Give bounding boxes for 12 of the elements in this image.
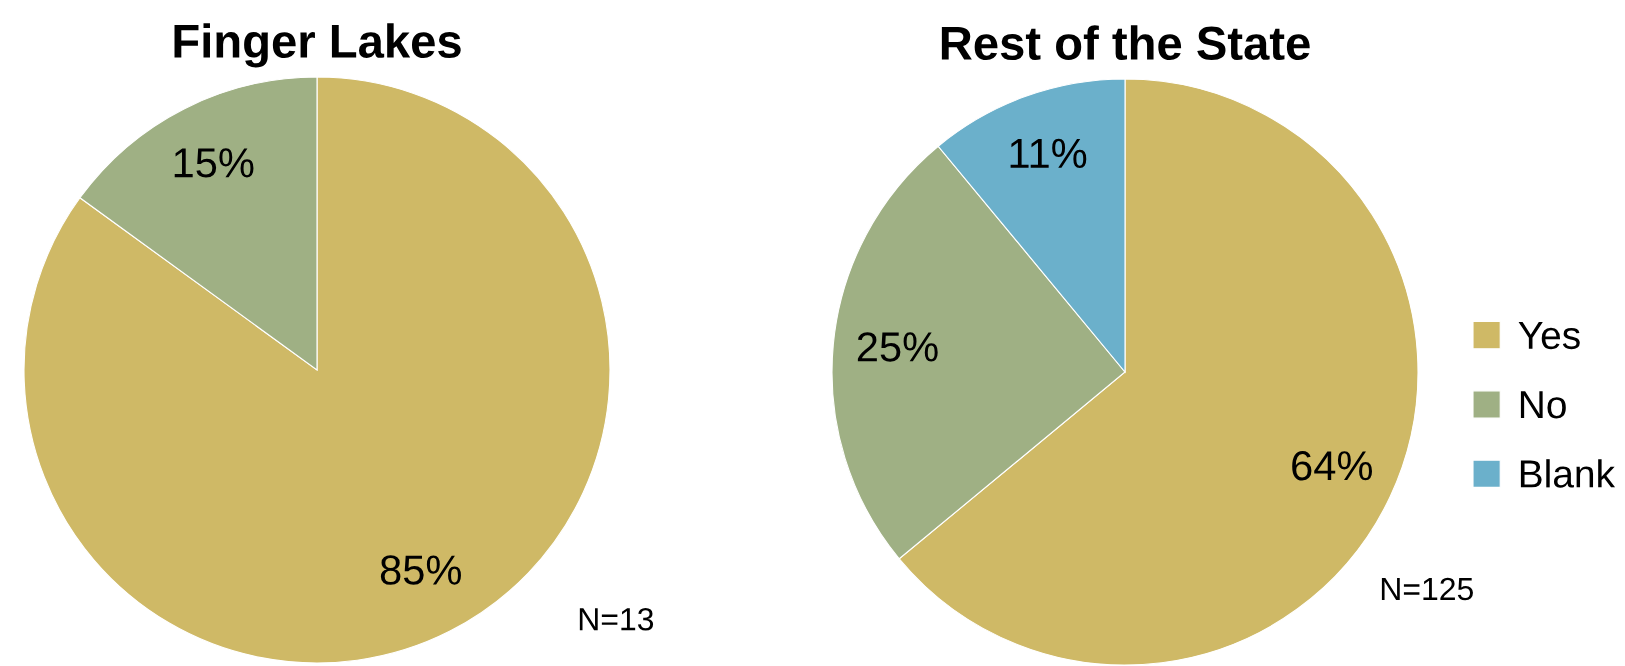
data-label: 85% <box>380 555 461 585</box>
data-label: 64% <box>1292 450 1373 481</box>
text: N=125 <box>1381 577 1473 601</box>
legend-label: No <box>1520 391 1566 419</box>
chart-title: Rest of the State <box>941 25 1310 61</box>
legend-label: Blank <box>1520 459 1616 488</box>
data-label: 25% <box>857 332 938 362</box>
data-label: 15% <box>174 148 254 178</box>
text: N=13 <box>579 607 654 631</box>
legend-label: Yes <box>1518 321 1580 350</box>
data-label: 11% <box>1010 138 1087 168</box>
chart-title: Finger Lakes <box>174 23 461 68</box>
